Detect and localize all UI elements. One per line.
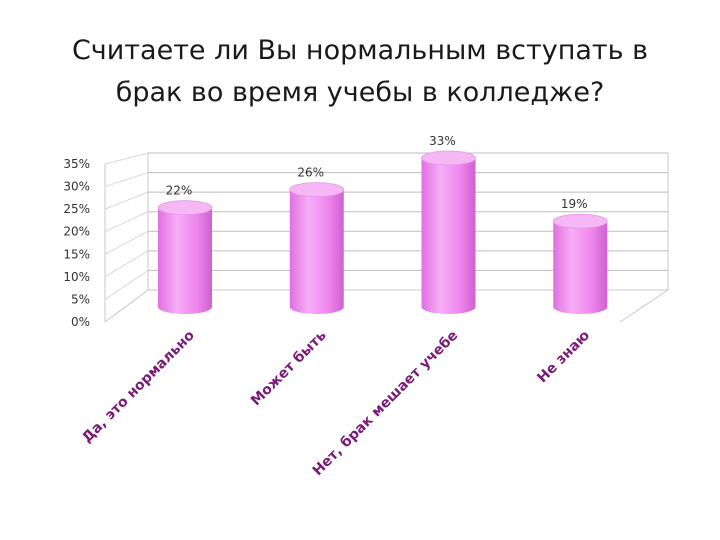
- y-axis: 0% 5% 10% 15% 20% 25% 30% 35%: [63, 157, 90, 329]
- bar-top: [552, 213, 608, 229]
- x-tick-label: Может быть: [248, 327, 330, 409]
- data-labels: 22% 26% 33% 19%: [166, 134, 588, 211]
- page-title: Считаете ли Вы нормальным вступать в бра…: [20, 30, 700, 114]
- left-wall: [104, 153, 149, 323]
- y-tick-label: 0%: [71, 315, 90, 329]
- x-tick-label: Да, это нормально: [79, 327, 198, 446]
- bar-body: [289, 189, 344, 314]
- bar: [552, 213, 608, 314]
- gridline-diagonal: [104, 191, 149, 210]
- y-tick-label: 5%: [71, 292, 90, 306]
- data-label: 26%: [297, 166, 324, 180]
- bar: [157, 200, 213, 314]
- gridline-diagonal: [104, 152, 149, 165]
- x-tick-label: Нет, брак мешает учебе: [310, 328, 462, 480]
- gridline-diagonal: [104, 270, 149, 300]
- bar-top: [421, 150, 476, 166]
- bar-body: [421, 158, 476, 314]
- bar: [289, 182, 345, 314]
- y-tick-label: 30%: [63, 180, 90, 194]
- bar-top: [157, 200, 213, 216]
- y-tick-label: 35%: [63, 157, 90, 171]
- gridline-diagonal: [104, 230, 149, 255]
- floor-right-edge: [619, 289, 669, 323]
- y-tick-label: 20%: [63, 225, 90, 239]
- y-tick-label: 15%: [63, 247, 90, 261]
- data-label: 19%: [561, 197, 588, 211]
- gridline-diagonal: [104, 211, 149, 233]
- data-label: 33%: [429, 134, 456, 148]
- y-tick-label: 10%: [63, 270, 90, 284]
- title-line-2: брак во время учебы в колледже?: [115, 77, 605, 108]
- bar-body: [553, 221, 608, 314]
- x-tick-label: Не знаю: [534, 328, 593, 387]
- bar-body: [158, 207, 212, 314]
- title-line-1: Считаете ли Вы нормальным вступать в: [71, 35, 649, 66]
- gridline-diagonal: [104, 250, 149, 278]
- y-tick-label: 25%: [63, 202, 90, 216]
- data-label: 22%: [166, 184, 193, 198]
- gridline-diagonal: [104, 172, 149, 188]
- bar-top: [289, 182, 345, 198]
- bar: [421, 150, 476, 314]
- bars: [157, 150, 608, 314]
